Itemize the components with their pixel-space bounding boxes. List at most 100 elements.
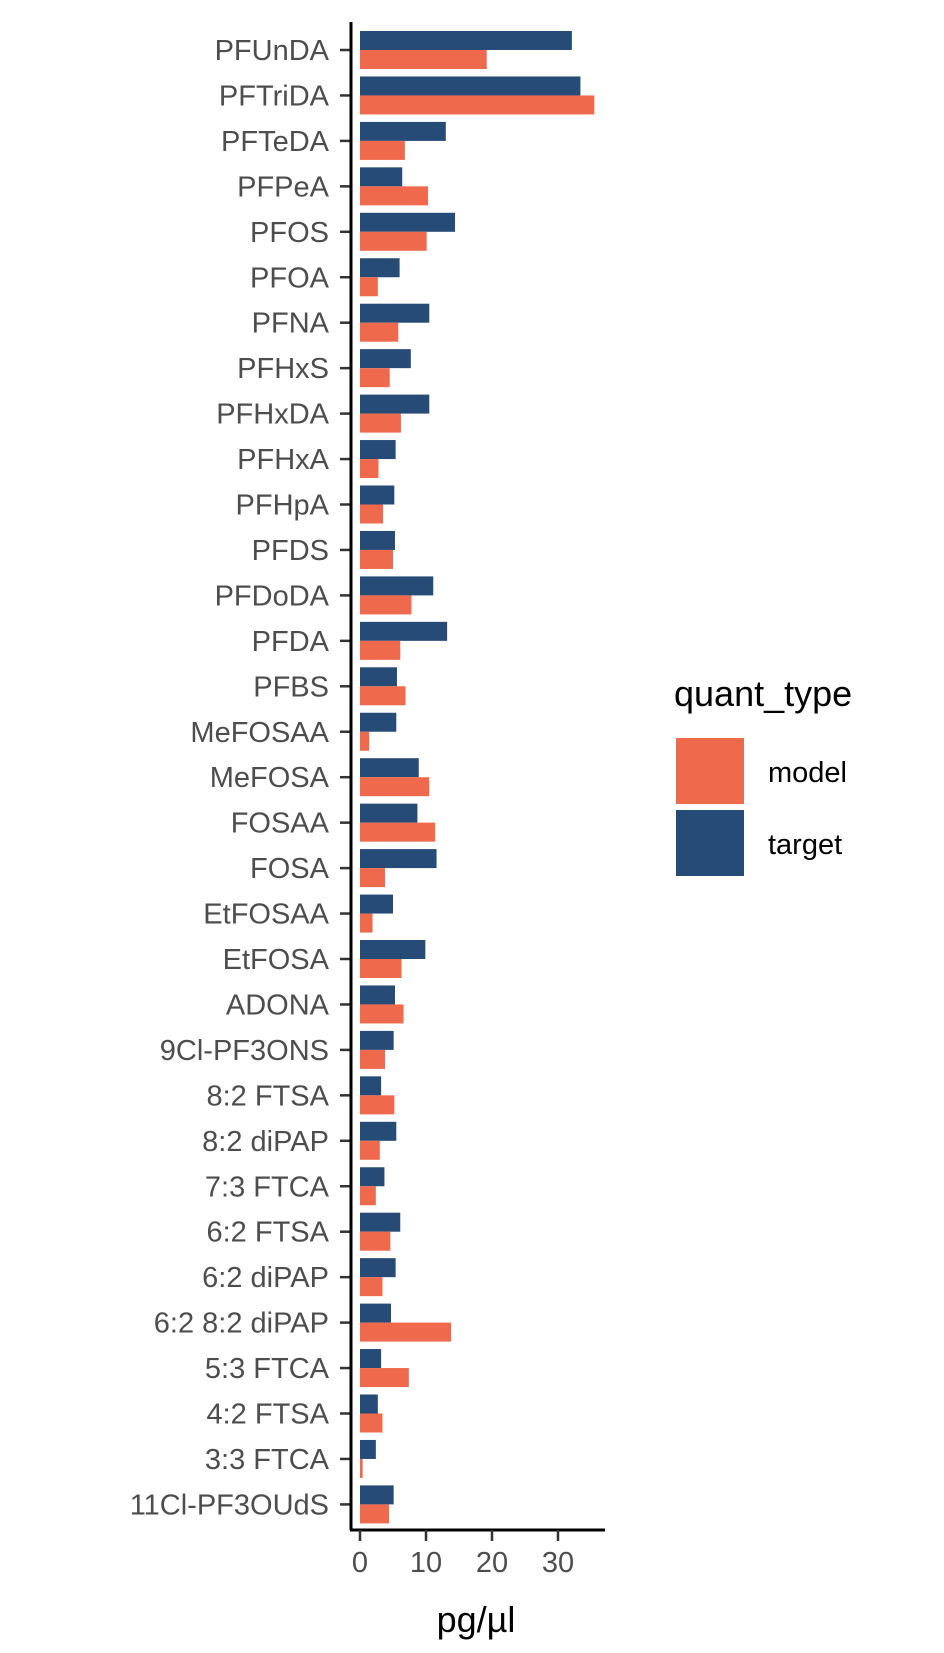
- bar-target-mefosaa: [360, 712, 397, 732]
- bar-model-pfds: [360, 549, 393, 569]
- bar-target-pfds: [360, 530, 395, 550]
- legend-label-target: target: [768, 829, 842, 861]
- bar-target-6-2-dipap: [360, 1258, 396, 1278]
- bar-model-pfbs: [360, 686, 406, 706]
- category-label-11cl-pf3ouds: 11Cl-PF3OUdS: [130, 1489, 329, 1521]
- bar-target-fosa: [360, 849, 437, 869]
- x-tick-label-20: 20: [476, 1547, 508, 1579]
- bars-group: [360, 31, 595, 1524]
- bar-target-pfhxda: [360, 394, 430, 414]
- bar-target-fosaa: [360, 803, 418, 823]
- category-label-6-2-ftsa: 6:2 FTSA: [207, 1217, 330, 1249]
- bar-target-8-2-dipap: [360, 1121, 397, 1141]
- category-label-6-2-dipap: 6:2 diPAP: [202, 1262, 329, 1294]
- category-label-pfhpa: PFHpA: [236, 490, 330, 522]
- bar-target-pfunda: [360, 31, 572, 50]
- bar-target-etfosa: [360, 940, 426, 959]
- category-label-8-2-dipap: 8:2 diPAP: [202, 1126, 329, 1158]
- bar-target-9cl-pf3ons: [360, 1030, 394, 1050]
- x-axis-title: pg/µl: [437, 1599, 516, 1640]
- bar-model-pfhxs: [360, 368, 390, 388]
- category-label-pfna: PFNA: [252, 308, 330, 340]
- bar-target-6-2-8-2-dipap: [360, 1303, 392, 1323]
- bar-target-11cl-pf3ouds: [360, 1485, 394, 1505]
- x-tick-label-30: 30: [542, 1547, 574, 1579]
- category-label-pfdoda: PFDoDA: [215, 580, 330, 612]
- legend: quant_type model target: [674, 673, 852, 876]
- bar-model-etfosaa: [360, 913, 373, 933]
- legend-label-model: model: [768, 757, 847, 789]
- bar-model-9cl-pf3ons: [360, 1049, 386, 1069]
- category-label-etfosaa: EtFOSAA: [203, 899, 329, 931]
- bar-model-adona: [360, 1004, 404, 1024]
- category-labels: PFUnDA PFTriDA PFTeDA PFPeA PFOS PFOA PFNA PFHx…: [130, 35, 330, 1521]
- bar-model-8-2-ftsa: [360, 1095, 395, 1115]
- category-label-5-3-ftca: 5:3 FTCA: [205, 1353, 330, 1385]
- bar-target-pfda: [360, 621, 448, 641]
- bar-model-pfhxa: [360, 459, 379, 479]
- bar-model-8-2-dipap: [360, 1140, 380, 1160]
- bar-model-pfda: [360, 640, 401, 660]
- bar-target-5-3-ftca: [360, 1349, 382, 1369]
- bar-model-6-2-dipap: [360, 1277, 383, 1297]
- category-label-8-2-ftsa: 8:2 FTSA: [207, 1080, 330, 1112]
- bar-model-pfna: [360, 322, 399, 342]
- legend-swatch-model: [676, 738, 744, 804]
- bar-target-pfhxs: [360, 349, 411, 369]
- legend-swatch-target: [676, 810, 744, 876]
- bar-target-pfhpa: [360, 485, 395, 505]
- category-label-3-3-ftca: 3:3 FTCA: [205, 1444, 330, 1476]
- bar-target-pfna: [360, 303, 430, 323]
- bar-model-6-2-8-2-dipap: [360, 1322, 452, 1342]
- category-label-pfos: PFOS: [250, 217, 329, 249]
- bar-model-pfdoda: [360, 595, 412, 615]
- bar-target-mefosa: [360, 758, 419, 778]
- category-label-9cl-pf3ons: 9Cl-PF3ONS: [160, 1035, 329, 1067]
- bar-target-pfpea: [360, 167, 403, 187]
- category-label-pfpea: PFPeA: [237, 171, 330, 203]
- category-label-pfhxda: PFHxDA: [216, 399, 329, 431]
- category-label-mefosa: MeFOSA: [210, 762, 330, 794]
- bar-target-6-2-ftsa: [360, 1212, 401, 1232]
- bar-model-mefosa: [360, 777, 430, 797]
- bar-model-pfhpa: [360, 504, 384, 524]
- bar-target-pfteda: [360, 121, 446, 141]
- bar-model-fosa: [360, 868, 386, 888]
- bar-model-4-2-ftsa: [360, 1413, 383, 1433]
- bar-model-mefosaa: [360, 731, 370, 751]
- bar-target-etfosaa: [360, 894, 393, 914]
- bar-model-3-3-ftca: [360, 1458, 363, 1478]
- category-label-pfds: PFDS: [252, 535, 329, 567]
- category-label-pfda: PFDA: [252, 626, 330, 658]
- bar-target-pftrida: [360, 76, 581, 96]
- category-label-pfunda: PFUnDA: [215, 35, 330, 67]
- category-label-pfhxs: PFHxS: [237, 353, 329, 385]
- bar-model-11cl-pf3ouds: [360, 1504, 390, 1524]
- bar-target-pfhxa: [360, 440, 396, 460]
- bar-model-etfosa: [360, 959, 402, 978]
- category-label-adona: ADONA: [226, 989, 330, 1021]
- bar-model-pfteda: [360, 140, 405, 160]
- category-label-7-3-ftca: 7:3 FTCA: [205, 1171, 330, 1203]
- bar-model-5-3-ftca: [360, 1368, 409, 1388]
- category-label-4-2-ftsa: 4:2 FTSA: [207, 1399, 330, 1431]
- bar-target-3-3-ftca: [360, 1439, 376, 1459]
- category-label-6-2-8-2-dipap: 6:2 8:2 diPAP: [154, 1308, 329, 1340]
- category-label-pfhxa: PFHxA: [237, 444, 330, 476]
- bar-model-6-2-ftsa: [360, 1231, 391, 1251]
- category-label-mefosaa: MeFOSAA: [190, 717, 329, 749]
- bar-model-pfoa: [360, 277, 378, 297]
- category-label-pfoa: PFOA: [250, 262, 330, 294]
- category-label-pftrida: PFTriDA: [219, 80, 330, 112]
- bar-model-pfhxda: [360, 413, 401, 433]
- bar-target-pfos: [360, 212, 456, 232]
- bar-target-8-2-ftsa: [360, 1076, 382, 1096]
- bar-model-7-3-ftca: [360, 1186, 376, 1206]
- bar-target-4-2-ftsa: [360, 1394, 378, 1414]
- category-label-etfosa: EtFOSA: [223, 944, 330, 976]
- y-ticks: [340, 48, 351, 1506]
- bar-target-7-3-ftca: [360, 1167, 385, 1187]
- bar-target-pfoa: [360, 258, 400, 278]
- bar-model-fosaa: [360, 822, 436, 842]
